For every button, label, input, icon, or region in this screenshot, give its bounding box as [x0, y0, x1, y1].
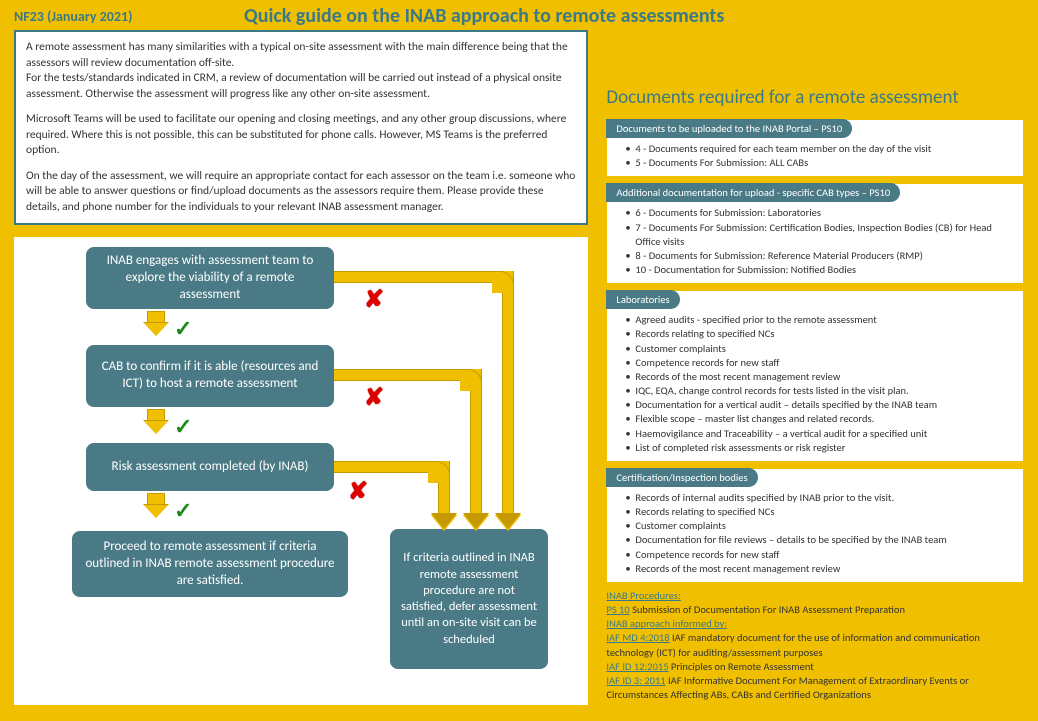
section-1: Additional documentation for upload - sp… [606, 183, 1024, 284]
elbow1-v [502, 271, 514, 515]
elbow3-h [334, 461, 440, 473]
head-e2 [463, 515, 489, 531]
intro-p3: Microsoft Teams will be used to facilita… [26, 112, 576, 159]
header: NF23 (January 2021) Quick guide on the I… [0, 0, 1038, 30]
flow-node-2: CAB to confirm if it is able (resources … [86, 345, 334, 407]
list-item: Records of the most recent management re… [625, 370, 1011, 384]
ref-text: Submission of Documentation For INAB Ass… [630, 603, 905, 616]
doc-title: Quick guide on the INAB approach to remo… [244, 4, 724, 28]
flow-node-1: INAB engages with assessment team to exp… [86, 247, 334, 309]
head-e3 [431, 515, 457, 531]
flow-node-4: Proceed to remote assessment if criteria… [72, 531, 348, 597]
list-item: Documentation for file reviews – details… [625, 533, 1011, 547]
intro-p1: A remote assessment has many similaritie… [26, 40, 576, 102]
ref-text: Principles on Remote Assessment [669, 660, 814, 673]
list-item: 7 - Documents For Submission: Certificat… [625, 221, 1011, 249]
section-3-list: Records of internal audits specified by … [607, 491, 1023, 578]
list-item: Documentation for a vertical audit – det… [625, 398, 1011, 412]
list-item: IQC, EQA, change control records for tes… [625, 384, 1011, 398]
ref-link-ps10[interactable]: PS 10 [606, 603, 629, 616]
ref-label-2: INAB approach informed by: [606, 617, 727, 630]
intro-p4: On the day of the assessment, we will re… [26, 169, 576, 216]
list-item: Customer complaints [625, 342, 1011, 356]
list-item: Competence records for new staff [625, 548, 1011, 562]
intro-box: A remote assessment has many similaritie… [14, 30, 588, 225]
ref-link-iafid3[interactable]: IAF ID 3: 2011 [606, 674, 665, 687]
section-2: Laboratories Agreed audits - specified p… [606, 290, 1024, 462]
flow-node-5: If criteria outlined in INAB remote asse… [390, 529, 548, 669]
list-item: 4 - Documents required for each team mem… [625, 142, 1011, 156]
right-title: Documents required for a remote assessme… [606, 86, 1024, 109]
section-2-header: Laboratories [606, 290, 679, 309]
elbow2-h [334, 369, 472, 381]
list-item: 6 - Documents for Submission: Laboratori… [625, 206, 1011, 220]
head-e1 [495, 515, 521, 531]
list-item: 8 - Documents for Submission: Reference … [625, 249, 1011, 263]
list-item: Haemovigilance and Traceability – a vert… [625, 427, 1011, 441]
references: INAB Procedures: PS 10 Submission of Doc… [606, 589, 1024, 702]
check-1: ✓ [174, 315, 192, 342]
list-item: Records relating to specified NCs [625, 327, 1011, 341]
section-0: Documents to be uploaded to the INAB Por… [606, 119, 1024, 177]
list-item: List of completed risk assessments or ri… [625, 441, 1011, 455]
list-item: Flexible scope – master list changes and… [625, 412, 1011, 426]
flowchart: INAB engages with assessment team to exp… [14, 237, 588, 705]
cross-1: ✘ [364, 285, 384, 314]
cross-3: ✘ [348, 477, 368, 506]
section-0-header: Documents to be uploaded to the INAB Por… [606, 119, 852, 138]
list-item: Agreed audits - specified prior to the r… [625, 313, 1011, 327]
section-1-list: 6 - Documents for Submission: Laboratori… [607, 206, 1023, 279]
section-0-list: 4 - Documents required for each team mem… [607, 142, 1023, 172]
ref-link-iafmd4[interactable]: IAF MD 4:2018 [606, 631, 669, 644]
section-2-list: Agreed audits - specified prior to the r… [607, 313, 1023, 457]
section-1-header: Additional documentation for upload - sp… [606, 183, 900, 202]
list-item: Records relating to specified NCs [625, 505, 1011, 519]
cross-2: ✘ [364, 383, 384, 412]
list-item: Records of the most recent management re… [625, 562, 1011, 576]
section-3-header: Certification/Inspection bodies [606, 468, 757, 487]
list-item: Customer complaints [625, 519, 1011, 533]
doc-code: NF23 (January 2021) [14, 8, 244, 25]
section-3: Certification/Inspection bodies Records … [606, 468, 1024, 583]
list-item: 10 - Documentation for Submission: Notif… [625, 263, 1011, 277]
elbow1-h [334, 271, 504, 283]
list-item: 5 - Documents For Submission: ALL CABs [625, 156, 1011, 170]
check-2: ✓ [174, 413, 192, 440]
list-item: Records of internal audits specified by … [625, 491, 1011, 505]
check-3: ✓ [174, 497, 192, 524]
ref-link-iafid12[interactable]: IAF ID 12:2015 [606, 660, 668, 673]
ref-label-1: INAB Procedures: [606, 589, 680, 602]
elbow2-v [470, 369, 482, 515]
list-item: Competence records for new staff [625, 356, 1011, 370]
flow-node-3: Risk assessment completed (by INAB) [86, 443, 334, 491]
